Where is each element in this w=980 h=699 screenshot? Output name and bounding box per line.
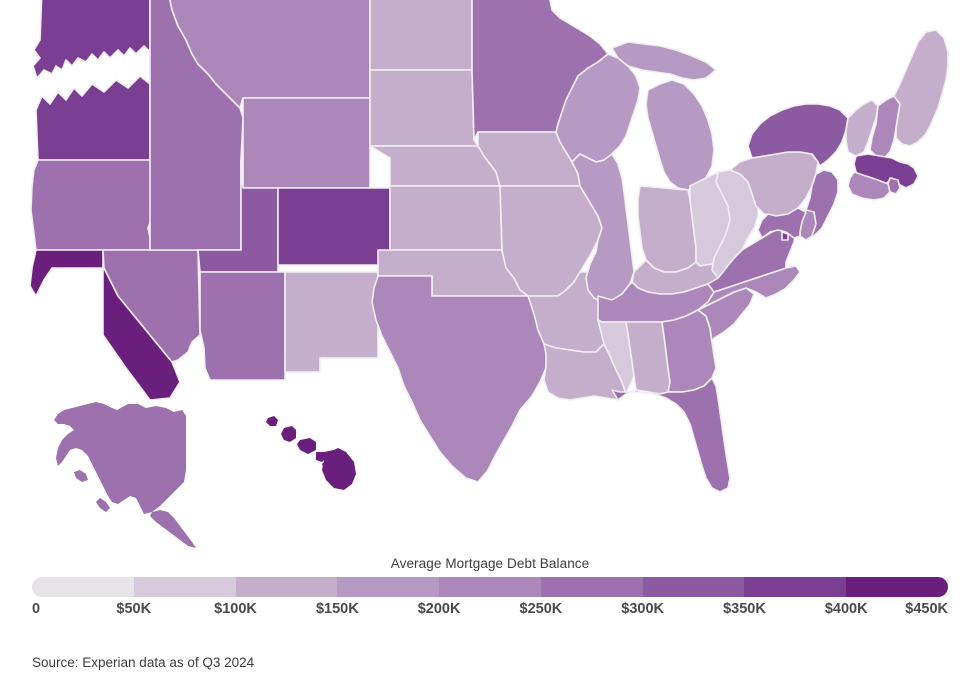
- state-AZ[interactable]: [200, 272, 285, 380]
- state-OR[interactable]: [31, 160, 156, 250]
- legend-tick-5: $250K: [519, 601, 563, 617]
- state-shapes: [30, 0, 948, 548]
- legend-colorbar[interactable]: [32, 577, 948, 597]
- legend-tick-2: $100K: [214, 601, 257, 617]
- state-VT[interactable]: [846, 100, 878, 156]
- legend-swatch-8: [846, 577, 948, 597]
- legend-swatch-7: [744, 577, 847, 597]
- legend-tick-1: $50K: [116, 601, 152, 617]
- state-MI-up[interactable]: [612, 42, 716, 80]
- legend-swatch-4: [439, 577, 541, 597]
- legend-tick-3: $150K: [315, 601, 359, 617]
- state-TX[interactable]: [372, 276, 552, 482]
- alaska-inset: [54, 402, 196, 548]
- legend-swatch-1: [133, 577, 236, 597]
- legend-title: Average Mortgage Debt Balance: [390, 556, 590, 571]
- legend-tick-8: $400K: [824, 601, 868, 617]
- state-WY[interactable]: [243, 98, 370, 188]
- legend-tick-6: $300K: [621, 601, 665, 617]
- legend-swatch-6: [642, 577, 745, 597]
- state-FL[interactable]: [612, 378, 730, 492]
- source-note: Source: Experian data as of Q3 2024: [32, 655, 255, 670]
- state-CO[interactable]: [278, 188, 390, 265]
- legend-tick-labels: 0 $50K $100K $150K $200K $250K $300K $350K $400K…: [32, 601, 948, 623]
- legend-swatch-0: [32, 577, 134, 597]
- legend-tick-0: 0: [32, 601, 41, 617]
- legend-swatch-5: [540, 577, 643, 597]
- legend-swatch-2: [235, 577, 338, 597]
- state-MD[interactable]: [758, 208, 806, 238]
- state-NE[interactable]: [370, 146, 500, 186]
- state-WA[interactable]: [33, 0, 150, 78]
- state-ND[interactable]: [370, 0, 472, 70]
- state-MI[interactable]: [646, 80, 714, 190]
- state-KS[interactable]: [390, 186, 502, 250]
- state-SD[interactable]: [370, 70, 478, 146]
- state-IN[interactable]: [638, 186, 696, 272]
- state-WA-b[interactable]: [36, 0, 150, 160]
- legend-tick-4: $200K: [417, 601, 461, 617]
- state-DC[interactable]: [782, 232, 788, 240]
- map-legend: Average Mortgage Debt Balance 0 $50K $100K…: [0, 552, 980, 632]
- legend-tick-9: $450K: [905, 601, 948, 617]
- state-AK[interactable]: [54, 402, 196, 548]
- state-NM[interactable]: [285, 272, 378, 372]
- hawaii-inset: [266, 416, 356, 490]
- state-ME[interactable]: [894, 30, 948, 146]
- us-choropleth-map: [0, 0, 980, 548]
- state-CT[interactable]: [848, 172, 890, 200]
- legend-swatch-3: [337, 577, 440, 597]
- legend-tick-7: $350K: [723, 601, 766, 617]
- state-HI[interactable]: [266, 416, 356, 490]
